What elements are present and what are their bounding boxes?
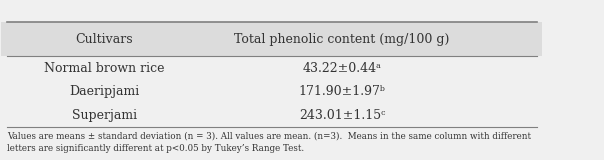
Text: Values are means ± standard deviation (n = 3). All values are mean. (n=3).  Mean: Values are means ± standard deviation (n…: [7, 132, 531, 153]
Text: 171.90±1.97ᵇ: 171.90±1.97ᵇ: [298, 85, 385, 98]
Text: Cultivars: Cultivars: [76, 33, 133, 46]
Text: Total phenolic content (mg/100 g): Total phenolic content (mg/100 g): [234, 33, 450, 46]
Text: Superjami: Superjami: [71, 109, 137, 122]
Text: 43.22±0.44ᵃ: 43.22±0.44ᵃ: [303, 62, 382, 75]
Text: Normal brown rice: Normal brown rice: [44, 62, 164, 75]
FancyBboxPatch shape: [1, 22, 542, 56]
Text: 243.01±1.15ᶜ: 243.01±1.15ᶜ: [299, 109, 385, 122]
Text: Daeripjami: Daeripjami: [69, 85, 140, 98]
